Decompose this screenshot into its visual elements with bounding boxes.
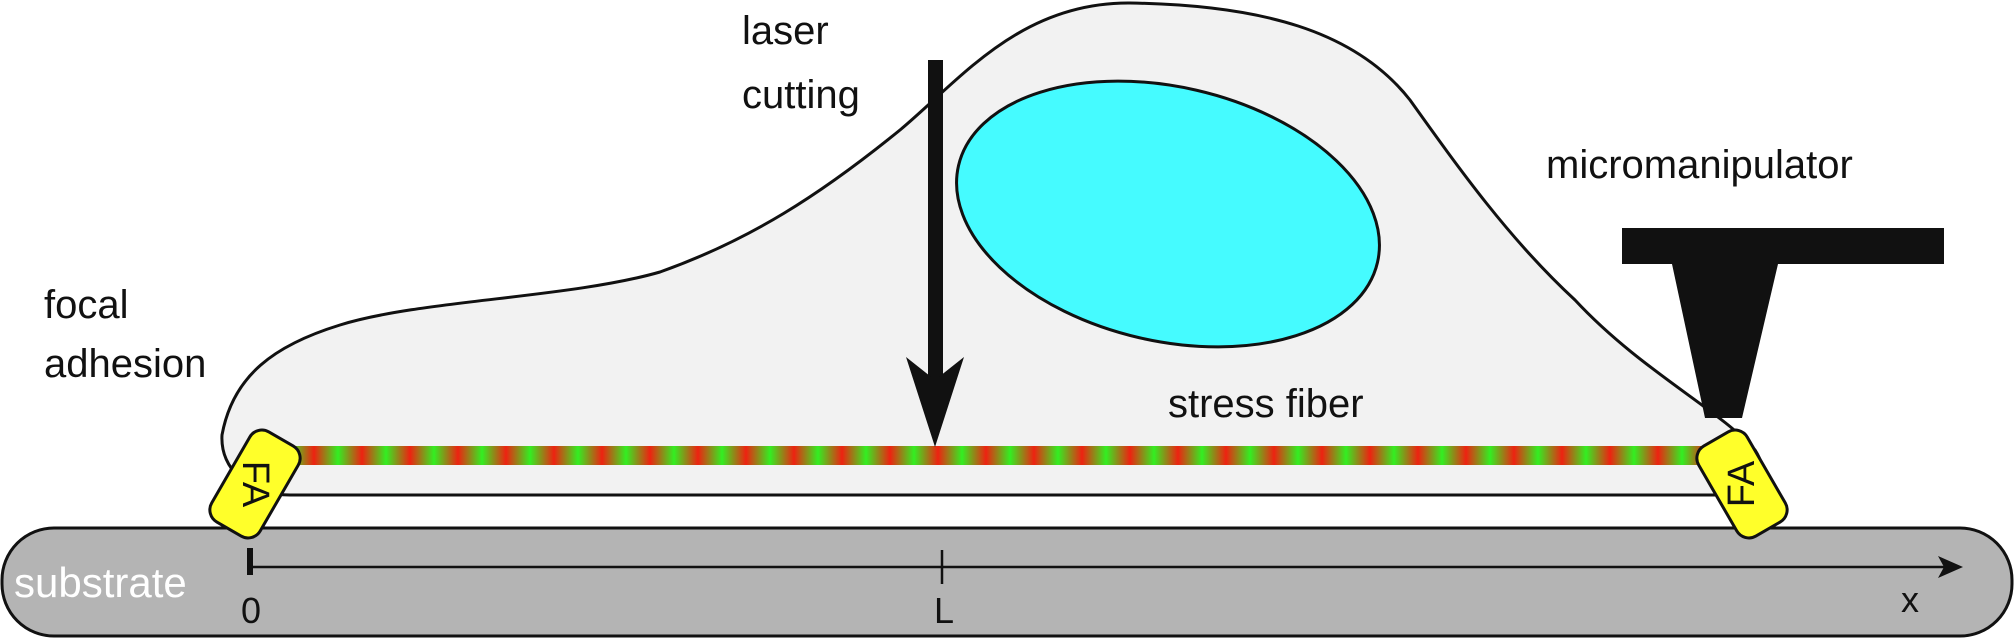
stress-fiber-label: stress fiber bbox=[1168, 382, 1364, 426]
focal-label-line1: focal bbox=[44, 283, 129, 327]
x-axis bbox=[247, 548, 1963, 584]
axis-origin-label: 0 bbox=[241, 590, 261, 631]
axis-origin-tick bbox=[247, 548, 253, 575]
laser-label-line1: laser bbox=[742, 9, 829, 53]
focal-adhesion-left: FA bbox=[208, 428, 302, 540]
substrate-label: substrate bbox=[14, 559, 187, 606]
down-arrow-icon bbox=[906, 60, 964, 447]
focal-label-line2: adhesion bbox=[44, 342, 206, 386]
fa-left-label: FA bbox=[234, 461, 276, 508]
stress-fiber bbox=[290, 446, 1712, 465]
fa-right-label: FA bbox=[1721, 460, 1763, 507]
t-probe-icon bbox=[1622, 228, 1944, 418]
substrate-bar bbox=[0, 526, 2014, 638]
axis-mid-label: L bbox=[934, 590, 954, 631]
axis-end-label: x bbox=[1901, 579, 1919, 620]
micromanipulator-label: micromanipulator bbox=[1546, 143, 1853, 187]
axis-arrowhead bbox=[1938, 556, 1963, 578]
laser-label-line2: cutting bbox=[742, 73, 860, 117]
focal-adhesion-right: FA bbox=[1695, 428, 1789, 540]
nucleus bbox=[955, 79, 1381, 349]
